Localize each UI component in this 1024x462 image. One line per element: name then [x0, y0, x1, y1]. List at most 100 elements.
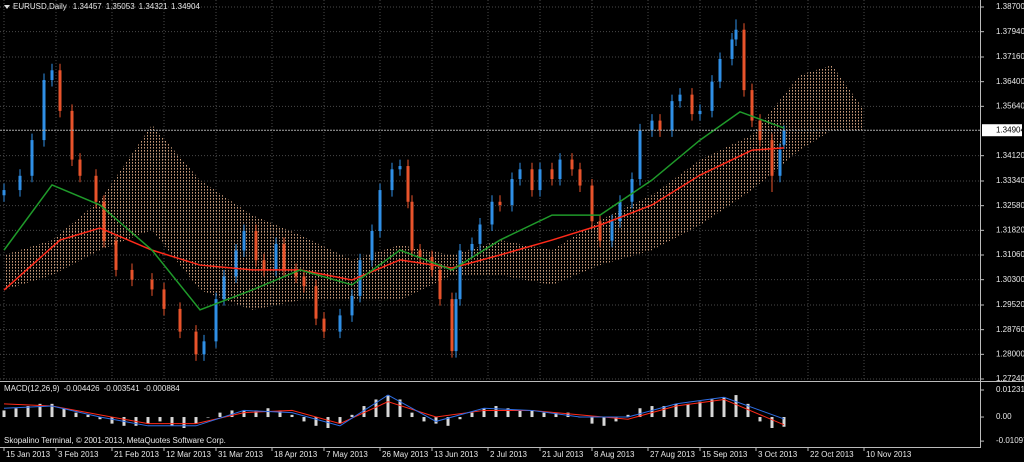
macd-bar	[626, 414, 630, 418]
y-tick-label: 1.37160	[996, 52, 1024, 61]
candle-body	[94, 175, 98, 202]
candle-body	[370, 230, 374, 261]
candle-body	[698, 110, 702, 115]
candle-body	[214, 299, 218, 342]
y-tick-label: 1.32580	[996, 201, 1024, 210]
y-tick-label: 1.28760	[996, 325, 1024, 334]
candle-body	[610, 221, 614, 241]
macd-bar	[62, 408, 66, 418]
macd-bar	[14, 408, 18, 418]
macd-bar	[170, 417, 174, 426]
candle-body	[590, 185, 594, 222]
y-tick-label: 1.35640	[996, 101, 1024, 110]
macd-bar	[638, 408, 642, 418]
copyright: Skopalino Terminal, © 2001-2013, MetaQuo…	[4, 436, 226, 445]
candle-body	[358, 260, 362, 296]
candle-body	[498, 201, 502, 206]
candle-body	[782, 130, 786, 145]
macd-bar	[446, 417, 450, 426]
candle-body	[114, 240, 118, 270]
candle-body	[618, 201, 622, 222]
candle-body	[202, 341, 206, 355]
macd-bar	[254, 410, 258, 418]
candle-body	[194, 331, 198, 355]
macd-bar	[146, 417, 150, 424]
candle-body	[630, 179, 634, 202]
candle-body	[254, 230, 258, 261]
candle-body	[30, 140, 34, 176]
candle-body	[458, 250, 462, 300]
candle-body	[570, 159, 574, 170]
y-tick-label: 0.00	[996, 412, 1012, 421]
candle-body	[530, 169, 534, 191]
ichimoku-cloud	[4, 65, 864, 310]
y-tick-label: 1.36400	[996, 77, 1024, 86]
macd-bar	[386, 395, 390, 418]
macd-bar	[362, 406, 366, 418]
macd-bar	[374, 399, 378, 418]
macd-bar	[410, 412, 414, 418]
candle-body	[350, 295, 354, 316]
candle-body	[390, 169, 394, 191]
moving-average	[3, 111, 785, 311]
candle-body	[406, 166, 410, 202]
y-tick-label: 1.38700	[996, 2, 1024, 11]
y-tick-label: -0.010975	[996, 436, 1024, 445]
candle-body	[130, 269, 134, 280]
candle-body	[150, 279, 154, 290]
macd-bar	[770, 417, 774, 428]
x-tick-label: 13 Jun 2013	[434, 450, 479, 459]
x-tick-label: 7 May 2013	[326, 450, 368, 459]
macd-bar	[710, 399, 714, 418]
candle-body	[234, 250, 238, 277]
candle-body	[734, 29, 738, 40]
y-tick-label: 1.31060	[996, 250, 1024, 259]
macd-bar	[86, 414, 90, 418]
candle-body	[470, 243, 474, 251]
macd-bar	[554, 412, 558, 418]
x-tick-label: 27 Aug 2013	[650, 450, 695, 459]
macd-bar	[614, 417, 618, 422]
x-tick-label: 21 Feb 2013	[114, 450, 159, 459]
candle-body	[450, 299, 454, 352]
moving-average	[3, 147, 785, 291]
candle-body	[70, 110, 74, 160]
macd-bar	[98, 417, 102, 420]
macd-bar	[158, 417, 162, 422]
candle-body	[378, 190, 382, 231]
candle-body	[670, 101, 674, 131]
candle-body	[274, 243, 278, 270]
candle-body	[578, 169, 582, 186]
macd-bar	[746, 403, 750, 418]
macd-bar	[50, 403, 54, 418]
candle-body	[418, 250, 422, 257]
candle-body	[302, 276, 306, 287]
macd-bar	[194, 417, 198, 424]
x-tick-label: 18 Apr 2013	[274, 450, 318, 459]
candle-body	[690, 94, 694, 115]
y-tick-label: 1.34120	[996, 151, 1024, 160]
candle-body	[262, 260, 266, 270]
candle-body	[490, 201, 494, 225]
macd-bar	[350, 414, 354, 418]
macd-header: MACD(12,26,9) -0.004426 -0.003541 -0.000884	[4, 384, 180, 393]
x-tick-label: 26 May 2013	[382, 450, 429, 459]
x-tick-label: 10 Nov 2013	[866, 450, 912, 459]
macd-bar	[266, 408, 270, 418]
candle-body	[222, 276, 226, 300]
candle-body	[18, 175, 22, 191]
macd-bar	[542, 412, 546, 418]
candle-body	[50, 70, 54, 81]
candle-body	[598, 221, 602, 241]
candle-body	[742, 29, 746, 91]
x-tick-label: 22 Oct 2013	[810, 450, 854, 459]
macd-title: MACD(12,26,9)	[4, 384, 60, 393]
macd-bar	[218, 412, 222, 418]
candle-body	[78, 159, 82, 176]
third-value: -0.000884	[144, 384, 181, 393]
macd-bar	[230, 410, 234, 418]
macd-bar	[602, 417, 606, 426]
macd-bar	[566, 412, 570, 418]
x-tick-label: 8 Aug 2013	[594, 450, 635, 459]
